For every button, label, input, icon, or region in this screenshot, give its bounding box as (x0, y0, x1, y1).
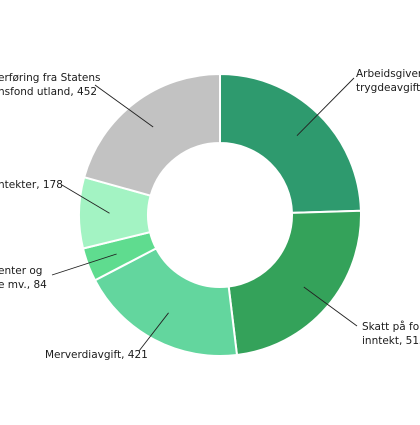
donut-slice-2 (93, 246, 239, 357)
slice-label-line: nsfond utland, 452 (0, 86, 97, 98)
slice-label-line: erføring fra Statens (0, 72, 101, 84)
slice-label-line: Merverdiavgift, 421 (45, 349, 148, 361)
slice-label-line: inntekt, 515 (362, 335, 420, 347)
slice-label-line: enter og (0, 265, 42, 277)
slice-label-4: ntekter, 178 (0, 179, 63, 191)
slice-label-3: enter og e mv., 84 (0, 265, 47, 291)
slice-label-1: Skatt på forr inntekt, 515 (362, 320, 420, 347)
leader-line-2 (138, 312, 169, 352)
slice-label-2: Merverdiavgift, 421 (45, 349, 148, 361)
slice-label-0: Arbeidsgivera trygdeavgift, 5 (356, 68, 420, 94)
leader-line-0 (296, 77, 355, 137)
slice-label-line: trygdeavgift, 5 (356, 82, 420, 94)
slice-label-line: e mv., 84 (0, 279, 47, 291)
leader-line-3 (51, 253, 117, 276)
slice-label-line: ntekter, 178 (0, 179, 63, 191)
donut-slice-1 (227, 209, 362, 357)
donut-slice-5 (82, 72, 221, 197)
donut-slice-0 (219, 72, 362, 214)
slice-label-line: Skatt på forr (362, 320, 420, 333)
leader-line-4 (61, 184, 110, 214)
leader-line-1 (303, 286, 358, 327)
slice-label-line: Arbeidsgivera (356, 68, 420, 80)
leader-line-5 (94, 84, 154, 128)
slice-label-5: erføring fra Statens nsfond utland, 452 (0, 72, 101, 98)
